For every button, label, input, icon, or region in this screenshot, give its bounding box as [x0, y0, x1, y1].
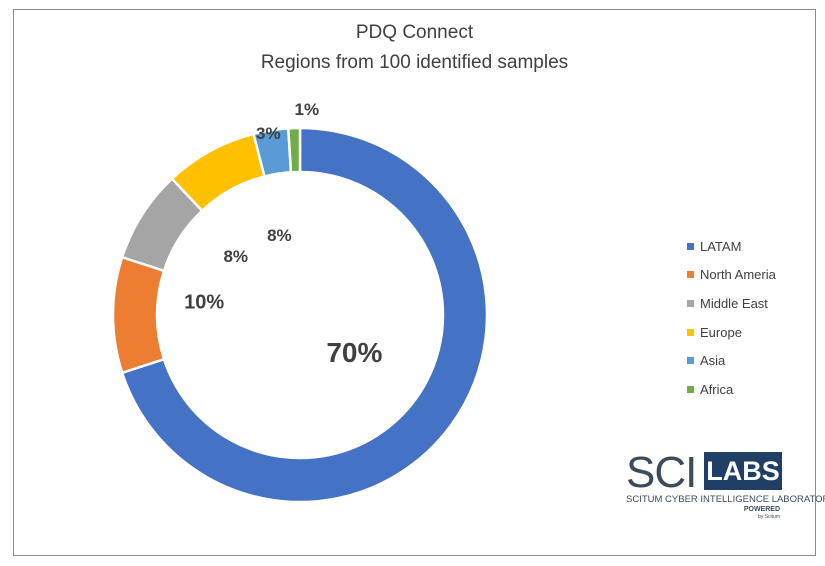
- legend-label: North Ameria: [700, 267, 776, 283]
- legend-item-africa: Africa: [687, 375, 776, 404]
- legend-swatch: [687, 328, 694, 336]
- donut-slices: [111, 126, 489, 504]
- chart-legend: LATAM North Ameria Middle East Europe Asia Af…: [687, 232, 776, 404]
- legend-label: Asia: [700, 353, 726, 369]
- legend-item-europe: Europe: [687, 318, 776, 347]
- donut-labels: 70% 10% 8% 8% 3% 1%: [184, 100, 382, 368]
- legend-label: Europe: [700, 324, 742, 340]
- logo-subtitle: SCITUM CYBER INTELLIGENCE LABORATORIES: [626, 494, 825, 505]
- slice-africa: [286, 126, 302, 174]
- legend-swatch: [687, 357, 694, 365]
- legend-swatch: [687, 242, 694, 250]
- legend-swatch: [687, 385, 694, 393]
- logo-powered: POWERED: [743, 506, 780, 513]
- scilabs-logo: SCI LABS SCITUM CYBER INTELLIGENCE LABOR…: [626, 448, 825, 524]
- chart-title: PDQ Connect: [355, 22, 474, 43]
- legend-item-north-ameria: North Ameria: [687, 261, 776, 290]
- legend-label: LATAM: [700, 238, 742, 254]
- logo-by: by Scitum: [758, 514, 780, 520]
- legend-label: Africa: [700, 381, 734, 397]
- data-label-middle-east: 8%: [223, 247, 248, 266]
- data-label-north-ameria: 10%: [184, 291, 224, 313]
- slice-latam: [120, 126, 489, 504]
- legend-item-asia: Asia: [687, 346, 776, 375]
- logo-labs-box: LABS: [704, 452, 782, 490]
- data-label-asia: 3%: [256, 124, 281, 143]
- data-label-europe: 8%: [267, 226, 292, 245]
- legend-swatch: [687, 271, 694, 279]
- data-label-africa: 1%: [295, 100, 320, 119]
- chart-subtitle: Regions from 100 identified samples: [260, 52, 569, 73]
- legend-label: Middle East: [700, 295, 768, 311]
- logo-sci-text: SCI: [626, 448, 697, 497]
- slice-north-ameria: [111, 255, 166, 375]
- legend-item-middle-east: Middle East: [687, 289, 776, 318]
- data-label-latam: 70%: [326, 337, 382, 368]
- legend-swatch: [687, 299, 694, 307]
- legend-item-latam: LATAM: [687, 232, 776, 261]
